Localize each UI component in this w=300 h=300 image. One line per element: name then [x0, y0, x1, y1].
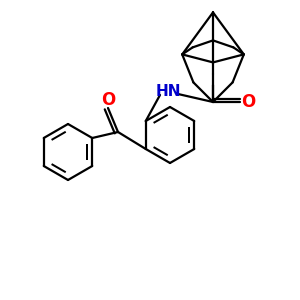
Text: O: O [241, 93, 255, 111]
Text: HN: HN [155, 85, 181, 100]
Text: O: O [101, 91, 115, 109]
